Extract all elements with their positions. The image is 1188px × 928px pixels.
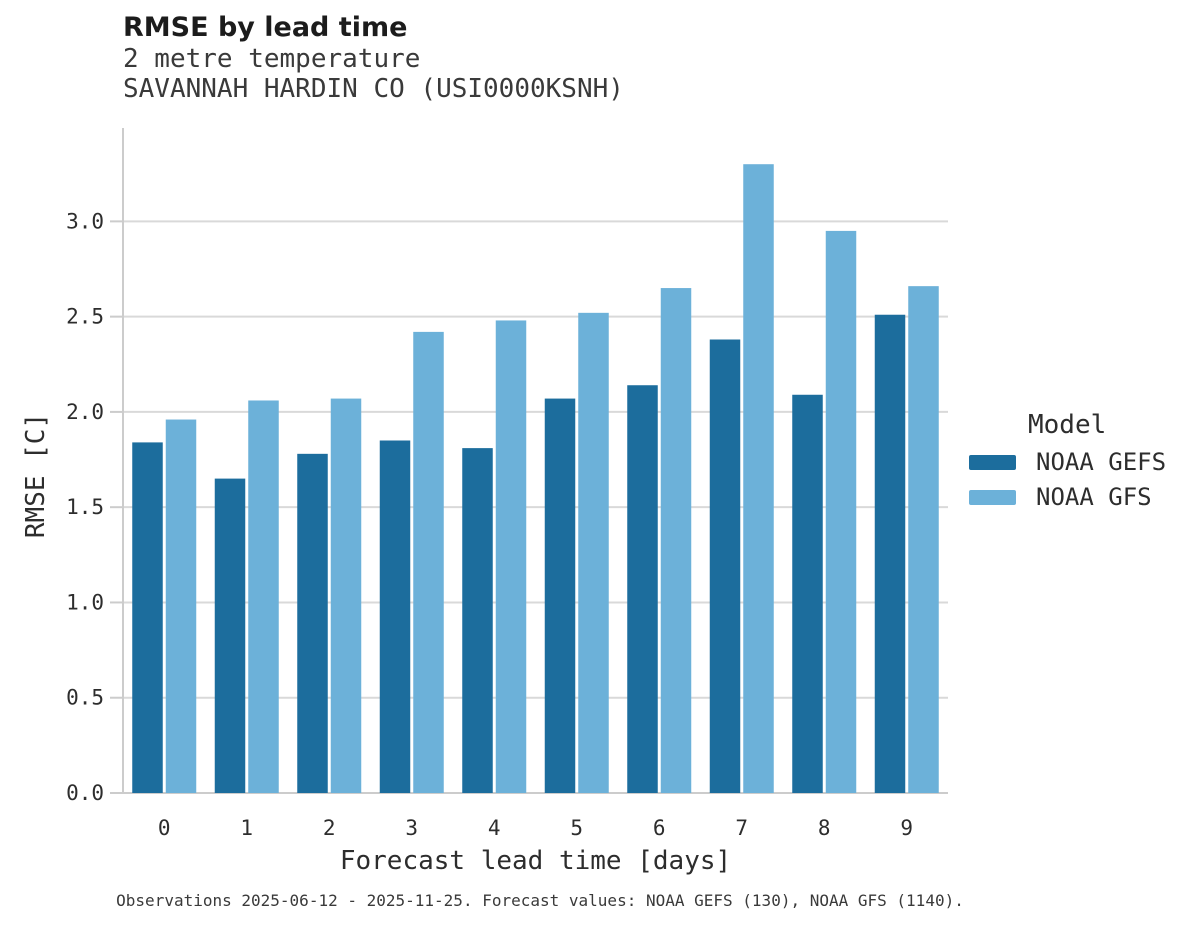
x-axis-title: Forecast lead time [days] (340, 846, 731, 876)
y-tick-label-3.0: 3.0 (66, 209, 104, 233)
y-tick-label-1.0: 1.0 (66, 590, 104, 614)
y-tick-label-0.5: 0.5 (66, 686, 104, 710)
bar-noaa-gefs-lead7 (709, 339, 741, 793)
bar-noaa-gfs-lead6 (660, 288, 692, 793)
bar-noaa-gefs-lead3 (379, 440, 411, 793)
y-tick-label-2.5: 2.5 (66, 305, 104, 329)
bar-noaa-gfs-lead1 (248, 400, 279, 793)
x-tick-label-9: 9 (900, 816, 913, 840)
legend-swatch-noaa-gefs (969, 455, 1016, 470)
bar-noaa-gfs-lead8 (825, 230, 857, 793)
chart-title: RMSE by lead time (123, 12, 408, 43)
y-tick-label-2.0: 2.0 (66, 400, 104, 424)
bar-noaa-gfs-lead7 (743, 164, 774, 794)
chart-subtitle-station: SAVANNAH HARDIN CO (USI0000KSNH) (123, 74, 624, 104)
bar-noaa-gefs-lead8 (792, 394, 823, 793)
bar-noaa-gefs-lead0 (132, 442, 163, 793)
y-axis-title: RMSE [C] (21, 413, 51, 538)
legend-title: Model (1028, 410, 1106, 440)
legend-label-noaa-gfs: NOAA GFS (1036, 483, 1152, 511)
bar-noaa-gefs-lead4 (462, 448, 493, 793)
bar-noaa-gefs-lead9 (874, 314, 906, 793)
bar-noaa-gefs-lead6 (627, 385, 658, 793)
bar-noaa-gfs-lead0 (165, 419, 197, 793)
x-tick-label-1: 1 (240, 816, 253, 840)
legend-swatch-noaa-gfs (969, 490, 1016, 505)
bar-noaa-gefs-lead5 (544, 398, 576, 793)
chart-subtitle-variable: 2 metre temperature (123, 44, 421, 74)
chart-caption: Observations 2025-06-12 - 2025-11-25. Fo… (116, 891, 964, 910)
x-tick-label-3: 3 (405, 816, 418, 840)
chart-header: RMSE by lead time 2 metre temperature SA… (123, 12, 624, 104)
bar-noaa-gfs-lead2 (330, 398, 362, 793)
x-tick-label-8: 8 (818, 816, 831, 840)
legend-label-noaa-gefs: NOAA GEFS (1036, 448, 1166, 476)
x-tick-label-2: 2 (323, 816, 336, 840)
bar-noaa-gefs-lead2 (297, 453, 328, 793)
bar-noaa-gfs-lead5 (578, 312, 609, 793)
y-tick-label-1.5: 1.5 (66, 495, 104, 519)
y-tick-label-0.0: 0.0 (66, 781, 104, 805)
bar-noaa-gfs-lead3 (413, 331, 444, 793)
x-tick-label-4: 4 (488, 816, 501, 840)
x-tick-label-7: 7 (735, 816, 748, 840)
bar-noaa-gfs-lead9 (908, 286, 939, 793)
x-tick-label-0: 0 (158, 816, 171, 840)
x-tick-label-5: 5 (570, 816, 583, 840)
bar-noaa-gefs-lead1 (214, 478, 246, 793)
x-tick-label-6: 6 (653, 816, 666, 840)
bar-noaa-gfs-lead4 (495, 320, 527, 793)
